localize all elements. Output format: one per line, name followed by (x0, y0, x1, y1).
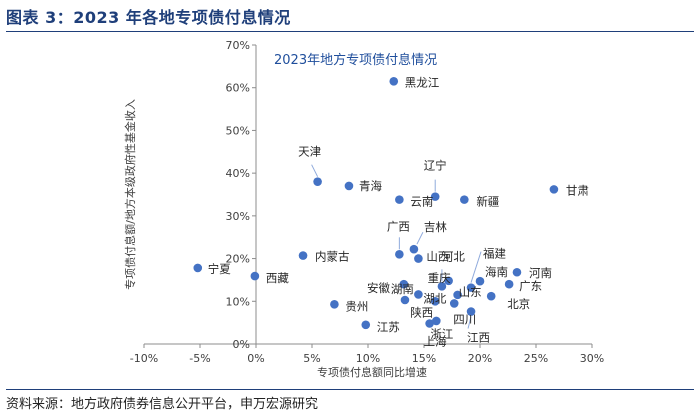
point-label: 山西 (426, 250, 449, 264)
y-tick-label: 30% (226, 210, 250, 223)
x-tick-label: 30% (580, 352, 604, 365)
point-label: 江苏 (377, 320, 400, 334)
data-point (409, 244, 419, 254)
point-label: 黑龙江 (405, 75, 440, 89)
data-point (475, 276, 485, 286)
point-label: 四川 (453, 312, 476, 326)
x-tick-label: 20% (468, 352, 492, 365)
point-label: 山东 (459, 285, 482, 299)
point-label: 湖北 (423, 291, 446, 305)
point-label: 辽宁 (424, 159, 447, 173)
point-label: 湖南 (391, 282, 414, 296)
data-point (504, 279, 514, 289)
point-label: 宁夏 (208, 262, 231, 276)
point-label: 北京 (507, 297, 530, 311)
data-point (444, 276, 453, 286)
point-label: 内蒙古 (315, 250, 350, 264)
point-label: 陕西 (410, 305, 433, 319)
data-point (486, 291, 496, 301)
data-point (395, 250, 404, 259)
data-point (399, 279, 409, 289)
leader-line (470, 251, 482, 283)
title-divider (6, 31, 694, 32)
data-point (250, 271, 260, 281)
data-point (330, 299, 339, 309)
y-tick-label: 50% (226, 124, 250, 137)
x-tick-label: 10% (356, 352, 380, 365)
data-point (449, 299, 459, 308)
point-label: 西藏 (266, 271, 289, 285)
scatter-chart: 0% 10% 20% 30% 40% 50% 60% 70% -10% -5% 0% 5% 10% 15%… (123, 39, 604, 379)
y-tick-label: 0% (233, 338, 250, 351)
point-label: 新疆 (476, 195, 499, 209)
data-point (437, 282, 447, 291)
x-tick-label: -10% (130, 352, 158, 365)
x-tick-label: -5% (189, 352, 210, 365)
data-point (344, 181, 354, 191)
data-point (193, 263, 203, 273)
point-label: 浙江 (430, 327, 453, 341)
data-point (430, 192, 440, 201)
figure-title: 图表 3：2023 年各地专项债付息情况 (6, 8, 291, 27)
point-label: 海南 (485, 265, 508, 279)
y-tick-label: 40% (226, 167, 250, 180)
data-point (512, 267, 522, 277)
point-label: 重庆 (428, 271, 451, 285)
data-point (549, 185, 559, 194)
data-point (313, 177, 322, 186)
data-point (466, 283, 476, 292)
data-point (414, 290, 423, 299)
x-tick-label: 5% (303, 352, 320, 365)
leader-line (311, 164, 319, 177)
data-point (460, 195, 469, 204)
data-point (298, 251, 308, 260)
point-label: 青海 (359, 179, 382, 193)
point-label: 河南 (529, 266, 552, 280)
point-label: 上海 (424, 334, 447, 348)
point-label: 河北 (442, 249, 465, 263)
x-tick-label: 15% (412, 352, 436, 365)
footer-divider (6, 389, 694, 390)
point-label: 云南 (410, 195, 433, 209)
data-point (466, 307, 476, 316)
y-tick-label: 20% (226, 253, 250, 266)
point-label: 安徽 (367, 281, 390, 295)
data-point (425, 319, 434, 328)
leader-line (416, 231, 424, 245)
data-point (414, 254, 423, 263)
data-point (453, 290, 462, 300)
x-axis-label: 专项债付息额同比增速 (317, 365, 427, 379)
leader-line (467, 316, 472, 329)
data-point (389, 77, 399, 86)
source-note: 资料来源：地方政府债券信息公开平台，申万宏源研究 (6, 397, 319, 412)
chart-title: 2023年地方专项债付息情况 (274, 52, 437, 68)
point-label: 福建 (483, 247, 506, 261)
y-tick-label: 10% (226, 295, 250, 308)
point-label: 贵州 (345, 299, 368, 313)
x-tick-label: 0% (247, 352, 264, 365)
point-label: 广东 (519, 279, 542, 293)
y-tick-label: 70% (226, 39, 250, 52)
point-label: 江西 (467, 331, 490, 345)
data-point (400, 295, 410, 305)
data-point (395, 195, 404, 204)
x-tick-label: 25% (524, 352, 548, 365)
point-label: 甘肃 (566, 183, 589, 197)
point-label: 天津 (298, 145, 321, 159)
data-point (361, 320, 371, 330)
point-label: 吉林 (424, 220, 447, 234)
y-tick-label: 60% (226, 82, 250, 95)
y-axis-label: 专项债付息额/地方本级政府性基金收入 (123, 99, 137, 290)
data-point (432, 316, 441, 326)
data-point (430, 296, 440, 306)
point-label: 广西 (387, 219, 410, 233)
